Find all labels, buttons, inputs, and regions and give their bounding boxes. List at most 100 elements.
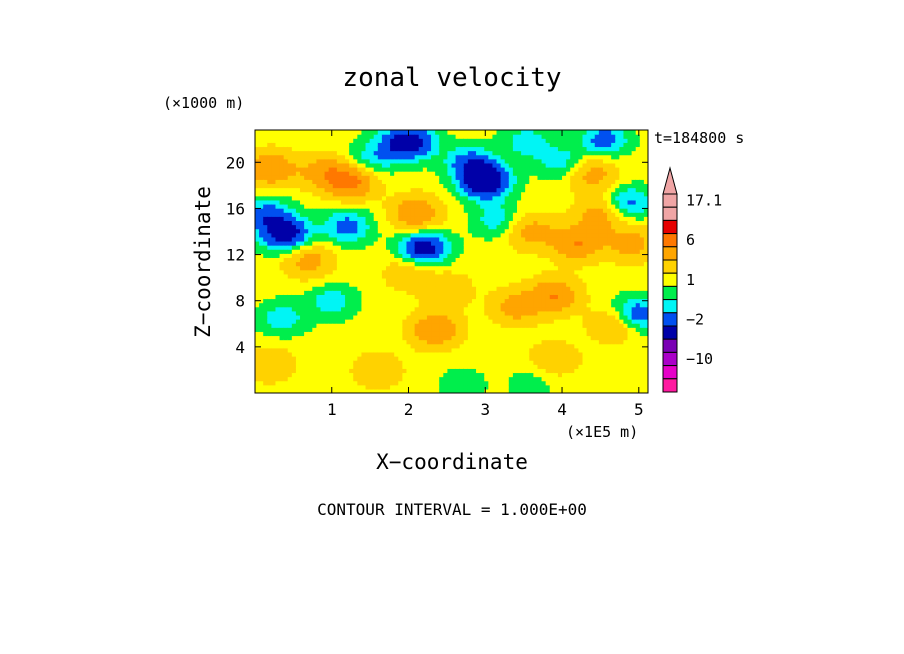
field-cell bbox=[406, 290, 412, 295]
field-cell bbox=[508, 191, 514, 197]
field-cell bbox=[287, 212, 293, 217]
field-cell bbox=[349, 306, 354, 312]
field-cell bbox=[455, 335, 461, 341]
field-cell bbox=[406, 327, 412, 332]
field-cell bbox=[398, 356, 403, 361]
field-cell bbox=[435, 282, 440, 287]
field-cell bbox=[447, 203, 453, 209]
field-cell bbox=[426, 323, 432, 328]
field-cell bbox=[549, 302, 555, 308]
field-cell bbox=[426, 261, 432, 267]
field-cell bbox=[517, 273, 522, 279]
field-cell bbox=[521, 368, 526, 374]
field-cell bbox=[422, 195, 428, 201]
field-cell bbox=[471, 183, 477, 189]
field-cell bbox=[525, 306, 530, 312]
field-cell bbox=[512, 245, 518, 250]
field-cell bbox=[529, 236, 534, 242]
field-cell bbox=[349, 154, 354, 160]
field-cell bbox=[263, 364, 268, 369]
field-cell bbox=[549, 306, 555, 312]
field-cell bbox=[377, 212, 383, 217]
field-cell bbox=[467, 240, 473, 246]
field-cell bbox=[422, 162, 428, 168]
field-cell bbox=[459, 273, 465, 279]
field-cell bbox=[471, 253, 477, 258]
field-cell bbox=[267, 134, 272, 139]
field-cell bbox=[410, 232, 416, 238]
field-cell bbox=[525, 290, 530, 295]
field-cell bbox=[517, 335, 522, 341]
field-cell bbox=[365, 166, 371, 172]
field-cell bbox=[521, 203, 526, 209]
field-cell bbox=[316, 384, 322, 390]
field-cell bbox=[488, 212, 494, 217]
field-cell bbox=[263, 158, 268, 164]
field-cell bbox=[439, 286, 444, 291]
field-cell bbox=[418, 154, 424, 160]
field-cell bbox=[410, 310, 416, 316]
field-cell bbox=[304, 216, 309, 222]
field-cell bbox=[500, 208, 506, 213]
field-cell bbox=[300, 335, 305, 341]
field-cell bbox=[521, 372, 526, 378]
field-cell bbox=[279, 175, 285, 180]
field-cell bbox=[349, 150, 354, 156]
field-cell bbox=[533, 199, 539, 205]
field-cell bbox=[345, 195, 350, 201]
field-cell bbox=[484, 294, 489, 300]
field-cell bbox=[398, 343, 403, 349]
field-cell bbox=[386, 290, 391, 295]
field-cell bbox=[435, 158, 440, 164]
field-cell bbox=[435, 372, 440, 378]
field-cell bbox=[549, 142, 555, 148]
field-cell bbox=[328, 220, 334, 226]
field-cell bbox=[455, 253, 461, 258]
field-cell bbox=[255, 179, 260, 185]
field-cell bbox=[529, 138, 534, 143]
field-cell bbox=[279, 187, 285, 193]
field-cell bbox=[517, 310, 522, 316]
field-cell bbox=[353, 282, 358, 287]
field-cell bbox=[496, 134, 502, 139]
field-cell bbox=[549, 162, 555, 168]
field-cell bbox=[570, 240, 575, 246]
field-cell bbox=[488, 368, 494, 374]
field-cell bbox=[443, 162, 448, 168]
field-cell bbox=[512, 388, 518, 393]
field-cell bbox=[373, 265, 379, 271]
field-cell bbox=[562, 290, 567, 295]
field-cell bbox=[517, 323, 522, 328]
field-cell bbox=[435, 232, 440, 238]
field-cell bbox=[328, 257, 334, 263]
field-cell bbox=[500, 253, 506, 258]
field-cell bbox=[259, 331, 264, 337]
field-cell bbox=[324, 166, 330, 172]
field-cell bbox=[525, 269, 530, 275]
field-cell bbox=[570, 327, 575, 332]
field-cell bbox=[508, 245, 514, 250]
field-cell bbox=[336, 199, 342, 205]
field-cell bbox=[320, 138, 326, 143]
field-cell bbox=[402, 327, 408, 332]
field-cell bbox=[259, 273, 264, 279]
field-cell bbox=[562, 282, 567, 287]
field-cell bbox=[467, 372, 473, 378]
field-cell bbox=[332, 150, 338, 156]
field-cell bbox=[488, 240, 494, 246]
field-cell bbox=[410, 142, 416, 148]
field-cell bbox=[512, 384, 518, 390]
field-cell bbox=[562, 253, 567, 258]
field-cell bbox=[557, 323, 563, 328]
field-cell bbox=[316, 158, 322, 164]
field-cell bbox=[422, 273, 428, 279]
field-cell bbox=[275, 224, 281, 230]
field-cell bbox=[545, 327, 551, 332]
field-cell bbox=[357, 253, 363, 258]
field-cell bbox=[508, 171, 514, 176]
field-cell bbox=[488, 142, 494, 148]
field-cell bbox=[557, 351, 563, 357]
field-cell bbox=[451, 191, 457, 197]
field-cell bbox=[312, 343, 317, 349]
field-cell bbox=[377, 134, 383, 139]
